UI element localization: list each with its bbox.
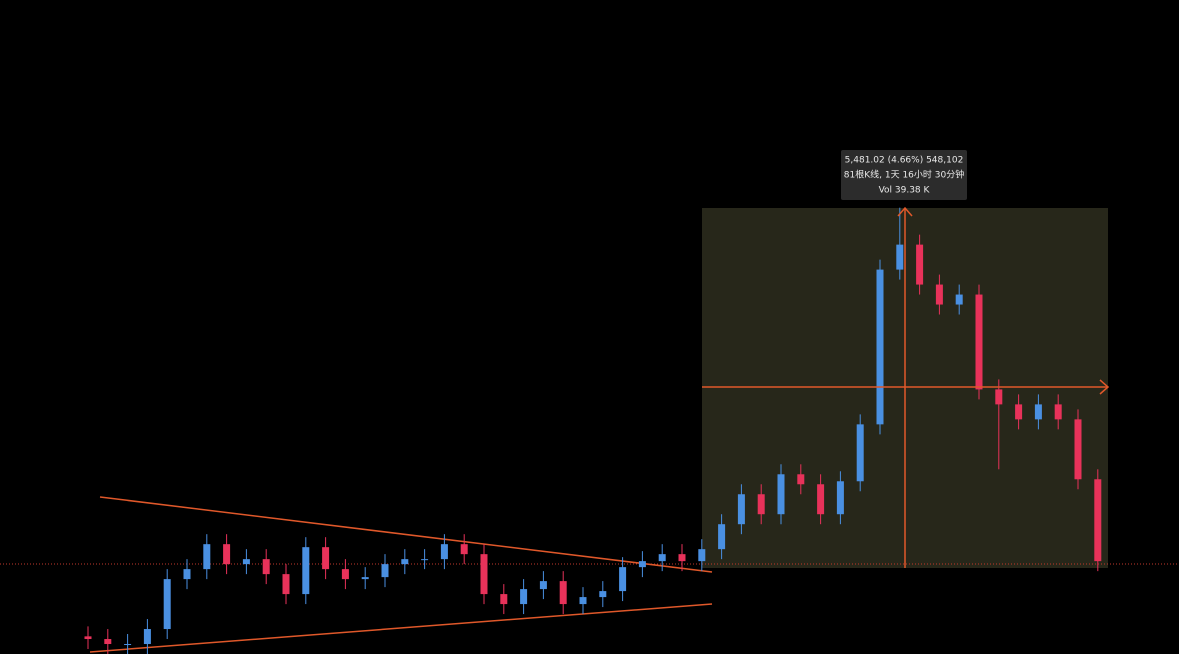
candle-body xyxy=(1054,404,1062,420)
candle-body xyxy=(599,591,607,598)
candle-body xyxy=(955,294,963,305)
candle-body xyxy=(916,244,924,285)
candle-body xyxy=(797,474,805,485)
candle-body xyxy=(460,544,468,555)
candle-body xyxy=(539,581,547,590)
candle-body xyxy=(163,579,171,630)
candle-body xyxy=(223,544,231,565)
candle-body xyxy=(638,561,646,568)
candle-body xyxy=(559,581,567,605)
candle-body xyxy=(856,424,864,482)
candle-body xyxy=(619,567,627,592)
candle-body xyxy=(698,549,706,562)
candle-body xyxy=(203,544,211,570)
arrow xyxy=(897,206,913,217)
candle-body xyxy=(1094,479,1102,562)
candle-body xyxy=(143,629,151,645)
candle-body xyxy=(1034,404,1042,420)
candle-body xyxy=(975,294,983,390)
candle-body xyxy=(302,547,310,595)
candle-body xyxy=(480,554,488,595)
candle-body xyxy=(500,594,508,605)
candle-body xyxy=(322,547,330,570)
candle-body xyxy=(757,494,765,515)
candle-body xyxy=(935,284,943,305)
candle-body xyxy=(242,559,250,565)
candle-body xyxy=(658,554,666,562)
candle-body xyxy=(737,494,745,525)
candle-body xyxy=(183,569,191,580)
candle-body xyxy=(836,481,844,515)
trend-line xyxy=(89,603,713,653)
candle-body xyxy=(104,639,112,645)
tooltip-line: 81根K线, 1天 16小时 30分钟 xyxy=(844,169,964,181)
candle-body xyxy=(262,559,270,575)
candle-body xyxy=(361,577,369,580)
tooltip-line: Vol 39.38 K xyxy=(879,186,931,196)
candle-body xyxy=(341,569,349,580)
candle-body xyxy=(817,484,825,515)
candles xyxy=(84,207,1102,654)
candle-body xyxy=(440,544,448,560)
arrow xyxy=(1099,379,1110,395)
candle-body xyxy=(520,589,528,605)
candle-body xyxy=(1074,419,1082,480)
candle-body xyxy=(995,389,1003,405)
candle-body xyxy=(896,244,904,270)
candle-body xyxy=(678,554,686,562)
candle-body xyxy=(421,559,429,561)
candle-body xyxy=(84,636,92,640)
candle-body xyxy=(381,564,389,578)
candle-body xyxy=(876,269,884,425)
trend-line xyxy=(99,496,713,573)
candle-body xyxy=(401,559,409,565)
candle-body xyxy=(1015,404,1023,420)
candle-body xyxy=(718,524,726,550)
candle-body xyxy=(579,597,587,605)
candle-body xyxy=(777,474,785,515)
tooltip xyxy=(841,150,967,200)
tooltip-line: 5,481.02 (4.66%) 548,102 xyxy=(845,156,964,166)
candle-body xyxy=(282,574,290,595)
candle-body xyxy=(124,644,132,646)
